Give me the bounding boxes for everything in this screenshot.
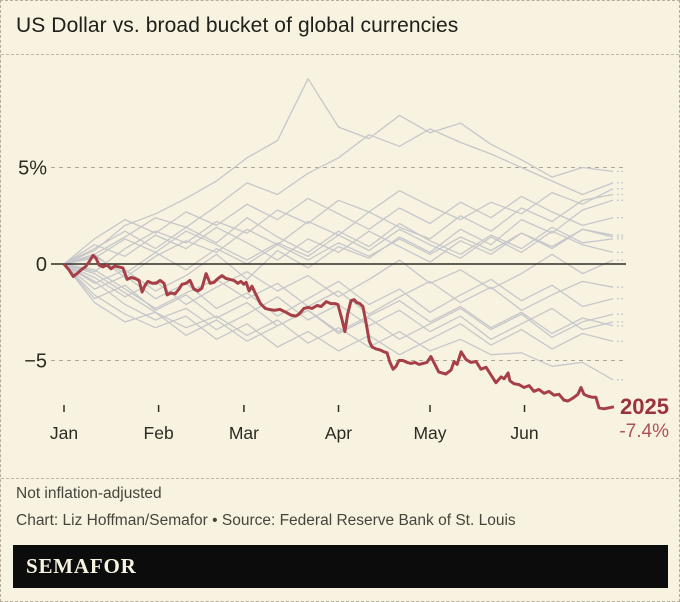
semafor-logo: SEMAFOR xyxy=(26,554,137,578)
month-label: Jan xyxy=(50,423,78,443)
y-tick-label: 0 xyxy=(36,254,47,276)
prior-year-line xyxy=(63,263,614,315)
prior-year-line xyxy=(63,199,614,292)
prior-year-line xyxy=(63,263,614,342)
month-label: Jun xyxy=(510,423,538,443)
month-label: May xyxy=(413,423,446,443)
y-tick-label: −5 xyxy=(24,351,47,373)
prior-year-line xyxy=(63,217,614,265)
logo-bar: SEMAFOR xyxy=(13,545,668,588)
prior-year-line xyxy=(63,195,614,265)
prior-year-line xyxy=(63,228,614,275)
month-label: Apr xyxy=(325,423,352,443)
series-2025-line xyxy=(62,253,615,411)
footer-separator xyxy=(1,478,679,479)
month-label: Feb xyxy=(144,423,174,443)
prior-year-line xyxy=(63,188,614,273)
series-annotation-year: 2025 xyxy=(620,394,669,419)
chart-canvas: 5% 0 −5 Jan Feb Mar Apr May Jun xyxy=(18,78,626,443)
title-separator xyxy=(1,54,679,55)
y-tick-label: 5% xyxy=(18,158,47,180)
prior-year-line xyxy=(63,263,614,317)
footnote: Not inflation-adjusted xyxy=(16,485,162,502)
series-annotation-value: -7.4% xyxy=(619,421,669,442)
month-label: Mar xyxy=(229,423,259,443)
page-title: US Dollar vs. broad bucket of global cur… xyxy=(16,14,459,37)
prior-year-line xyxy=(63,78,614,265)
prior-year-line xyxy=(63,263,614,335)
credit-line: Chart: Liz Hoffman/Semafor • Source: Fed… xyxy=(16,512,516,529)
prior-year-line xyxy=(63,263,614,356)
prior-year-line xyxy=(63,253,614,306)
prior-year-line xyxy=(63,128,614,265)
